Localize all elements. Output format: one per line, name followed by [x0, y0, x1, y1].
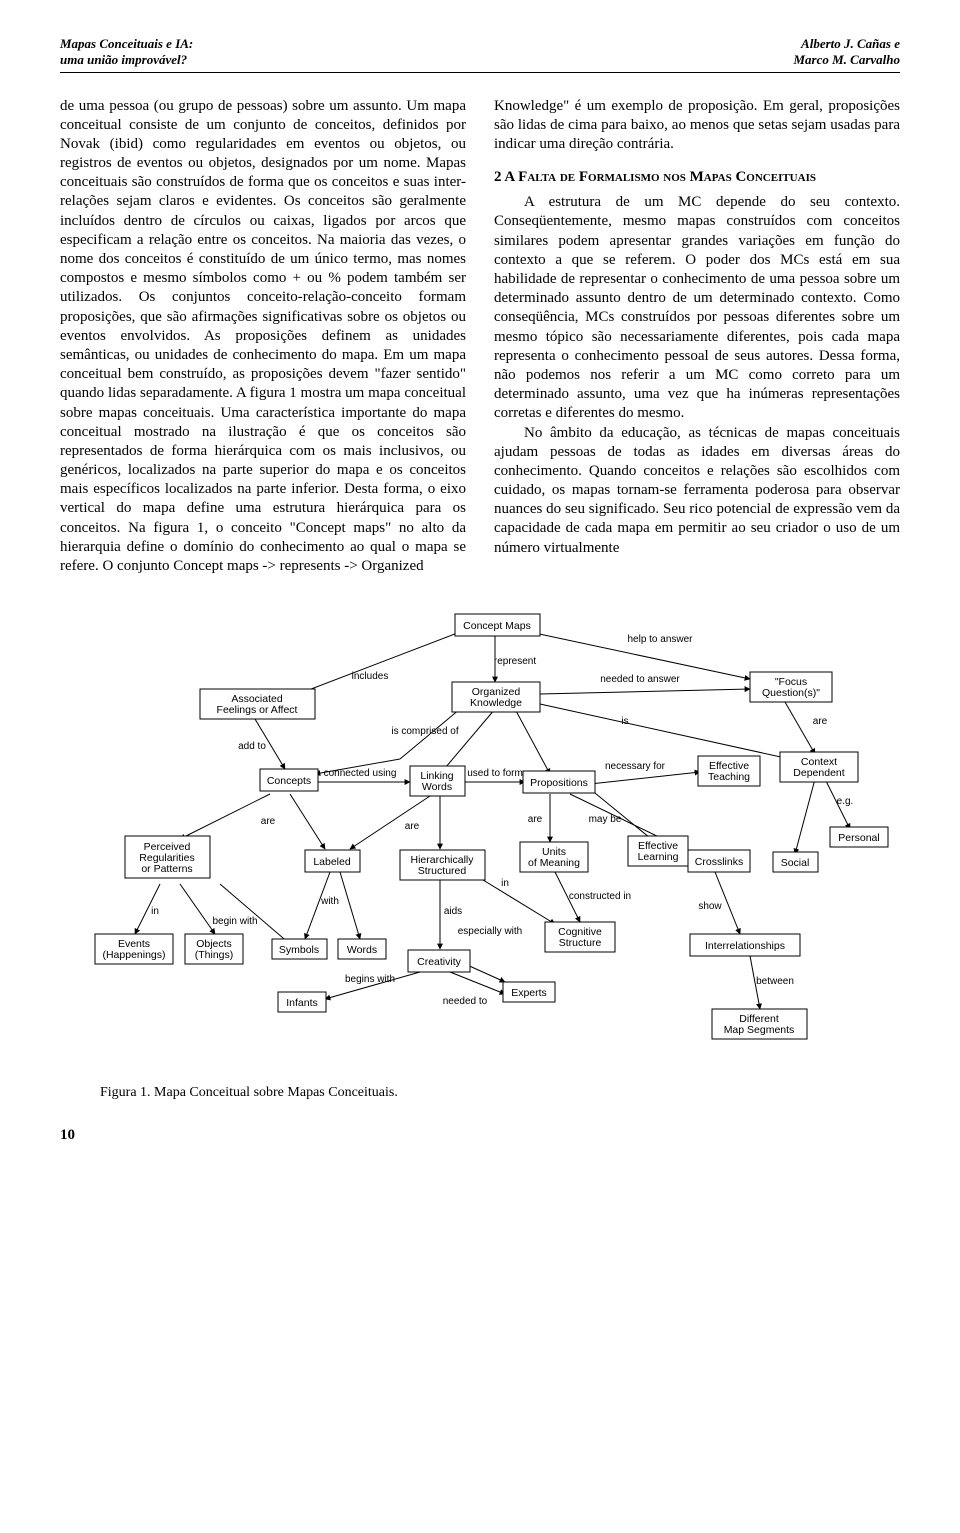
paragraph-1: de uma pessoa (ou grupo de pessoas) sobr… — [60, 97, 466, 577]
svg-text:needed to answer: needed to answer — [600, 674, 680, 685]
body-columns: de uma pessoa (ou grupo de pessoas) sobr… — [60, 97, 900, 577]
svg-text:includes: includes — [352, 671, 389, 682]
node-eff-teach: EffectiveTeaching — [698, 756, 760, 786]
svg-text:e.g.: e.g. — [837, 796, 854, 807]
header-authors: Alberto J. Cañas e Marco M. Carvalho — [793, 36, 900, 69]
svg-text:CognitiveStructure: CognitiveStructure — [558, 926, 602, 949]
svg-text:Labeled: Labeled — [313, 856, 351, 868]
node-words: Words — [338, 939, 386, 959]
svg-text:PerceivedRegularitiesor Patter: PerceivedRegularitiesor Patterns — [139, 841, 194, 875]
node-associated: AssociatedFeelings or Affect — [200, 689, 315, 719]
node-hier: HierarchicallyStructured — [400, 850, 485, 880]
svg-text:Concepts: Concepts — [267, 775, 311, 787]
node-events: Events(Happenings) — [95, 934, 173, 964]
figure-caption: Figura 1. Mapa Conceitual sobre Mapas Co… — [100, 1084, 900, 1102]
svg-text:Personal: Personal — [838, 832, 879, 844]
svg-text:in: in — [501, 878, 509, 889]
node-context-dep: ContextDependent — [780, 752, 858, 782]
page-number: 10 — [60, 1126, 900, 1145]
svg-text:is comprised of: is comprised of — [391, 726, 458, 737]
svg-text:connected using: connected using — [324, 768, 397, 779]
svg-text:Experts: Experts — [511, 987, 547, 999]
paragraph-3: A estrutura de um MC depende do seu cont… — [494, 193, 900, 423]
svg-text:EffectiveLearning: EffectiveLearning — [638, 840, 679, 863]
svg-text:constructed in: constructed in — [569, 891, 631, 902]
svg-text:ContextDependent: ContextDependent — [793, 756, 844, 779]
svg-text:Concept Maps: Concept Maps — [463, 620, 531, 632]
node-symbols: Symbols — [272, 939, 327, 959]
svg-text:are: are — [813, 716, 828, 727]
svg-text:EffectiveTeaching: EffectiveTeaching — [708, 760, 750, 783]
concept-map-svg: help to answer represent includes needed… — [60, 604, 900, 1074]
svg-text:Infants: Infants — [286, 997, 318, 1009]
node-creativity: Creativity — [408, 950, 470, 972]
node-crosslinks: Crosslinks — [688, 850, 750, 872]
header-right-line1: Alberto J. Cañas e — [793, 36, 900, 52]
node-cog-struct: CognitiveStructure — [545, 922, 615, 952]
svg-text:help to answer: help to answer — [627, 634, 693, 645]
node-linking-words: LinkingWords — [410, 766, 465, 796]
node-experts: Experts — [503, 982, 555, 1002]
node-concept-maps: Concept Maps — [455, 614, 540, 636]
node-concepts: Concepts — [260, 769, 318, 791]
svg-text:Social: Social — [781, 857, 810, 869]
node-units: Unitsof Meaning — [520, 842, 588, 872]
svg-text:is: is — [621, 716, 628, 727]
figure-1: help to answer represent includes needed… — [60, 604, 900, 1102]
svg-text:are: are — [528, 814, 543, 825]
node-objects: Objects(Things) — [185, 934, 243, 964]
svg-text:are: are — [261, 816, 276, 827]
node-org-knowledge: OrganizedKnowledge — [452, 682, 540, 712]
svg-text:HierarchicallyStructured: HierarchicallyStructured — [410, 854, 474, 877]
svg-text:Creativity: Creativity — [417, 956, 462, 968]
section-heading: 2 A Falta de Formalismo nos Mapas Concei… — [494, 168, 900, 187]
page-header: Mapas Conceituais e IA: uma união improv… — [60, 36, 900, 73]
paragraph-4: No âmbito da educação, as técnicas de ma… — [494, 424, 900, 558]
svg-text:Symbols: Symbols — [279, 944, 319, 956]
node-diff-seg: DifferentMap Segments — [712, 1009, 807, 1039]
node-personal: Personal — [830, 827, 888, 847]
header-title: Mapas Conceituais e IA: uma união improv… — [60, 36, 193, 69]
svg-text:Interrelationships: Interrelationships — [705, 940, 785, 952]
node-perc-reg: PerceivedRegularitiesor Patterns — [125, 836, 210, 878]
header-left-line2: uma união improvável? — [60, 52, 193, 68]
svg-text:especially with: especially with — [458, 926, 522, 937]
svg-text:needed to: needed to — [443, 996, 488, 1007]
svg-text:begin with: begin with — [212, 916, 257, 927]
svg-text:Crosslinks: Crosslinks — [695, 856, 743, 868]
svg-text:represent: represent — [494, 656, 536, 667]
svg-text:Words: Words — [347, 944, 377, 956]
node-focus-q: "FocusQuestion(s)" — [750, 672, 832, 702]
node-infants: Infants — [278, 992, 326, 1012]
svg-text:OrganizedKnowledge: OrganizedKnowledge — [470, 686, 522, 709]
node-labeled: Labeled — [305, 850, 360, 872]
svg-text:LinkingWords: LinkingWords — [420, 770, 453, 793]
svg-text:used to form: used to form — [467, 768, 523, 779]
node-eff-learn: EffectiveLearning — [628, 836, 688, 866]
svg-text:may be: may be — [589, 814, 622, 825]
paragraph-2: Knowledge" é um exemplo de proposição. E… — [494, 97, 900, 155]
svg-text:in: in — [151, 906, 159, 917]
svg-text:add to: add to — [238, 741, 266, 752]
node-social: Social — [773, 852, 818, 872]
svg-text:begins with: begins with — [345, 974, 395, 985]
node-propositions: Propositions — [523, 771, 595, 793]
header-right-line2: Marco M. Carvalho — [793, 52, 900, 68]
svg-text:necessary for: necessary for — [605, 761, 666, 772]
node-interrel: Interrelationships — [690, 934, 800, 956]
header-left-line1: Mapas Conceituais e IA: — [60, 36, 193, 52]
svg-text:show: show — [698, 901, 722, 912]
svg-text:with: with — [320, 896, 339, 907]
svg-text:are: are — [405, 821, 420, 832]
svg-text:Propositions: Propositions — [530, 777, 588, 789]
svg-text:between: between — [756, 976, 794, 987]
svg-text:aids: aids — [444, 906, 462, 917]
svg-text:Objects(Things): Objects(Things) — [195, 938, 234, 961]
